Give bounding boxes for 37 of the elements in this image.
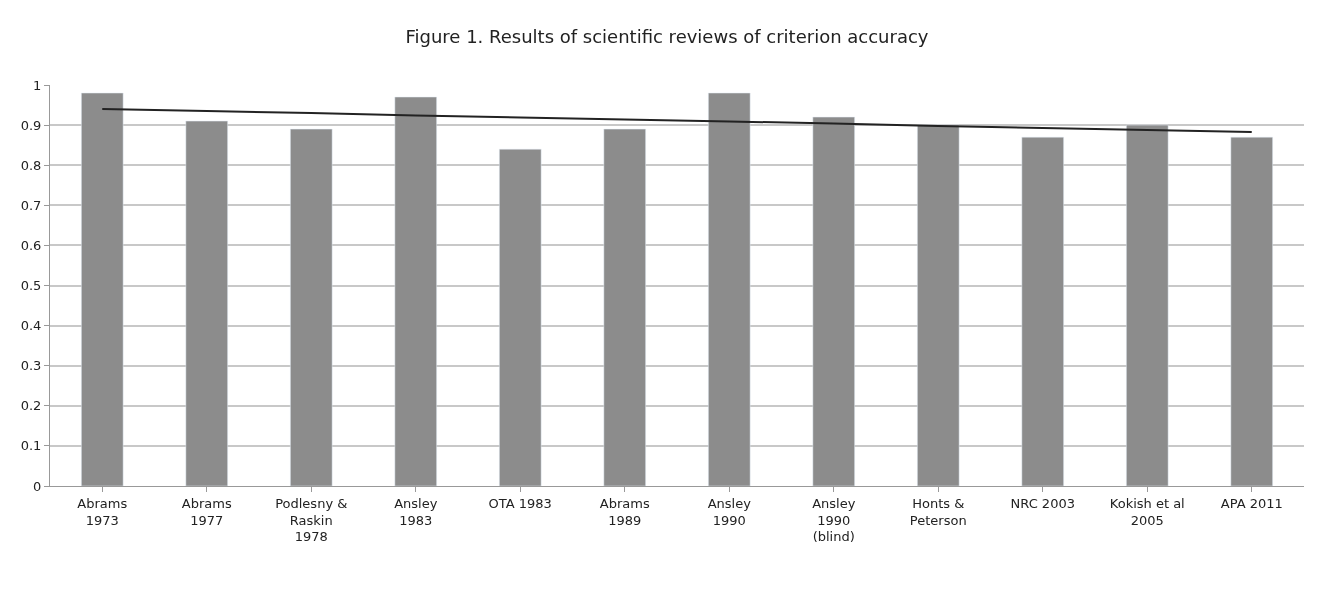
y-tick-label: 0.2 [20, 398, 42, 414]
y-tick-label: 0.7 [20, 197, 42, 213]
y-tick-label: 0.6 [20, 237, 42, 253]
y-tick-label: 0.5 [20, 278, 42, 294]
bar [81, 92, 124, 486]
bar [917, 124, 960, 486]
x-tick-label: OTA 1983 [488, 495, 552, 511]
x-tick-label: APA 2011 [1220, 495, 1283, 511]
x-tick-label: Ansley 1983 [394, 495, 438, 528]
bar [394, 96, 437, 486]
y-tick-label: 0.4 [20, 318, 42, 334]
bar [708, 92, 751, 486]
y-tick-label: 1 [33, 77, 42, 93]
bar [1230, 136, 1273, 486]
x-tick-label: Abrams 1973 [77, 495, 128, 528]
y-tick-label: 0.3 [20, 358, 42, 374]
x-tick-label: NRC 2003 [1010, 495, 1075, 511]
x-tick-label: Kokish et al 2005 [1109, 495, 1185, 528]
y-tick-label: 0.9 [20, 117, 42, 133]
x-tick-label: Abrams 1989 [599, 495, 650, 528]
line-series [101, 108, 1253, 133]
y-tick-label: 0.8 [20, 157, 42, 173]
x-tick-label: Ansley 1990 [707, 495, 752, 528]
chart-title: Figure 1. Results of scientific reviews of criterion accuracy [405, 26, 929, 48]
bar [812, 116, 855, 486]
bar [1021, 136, 1064, 486]
bar [603, 128, 646, 486]
x-tick-label: Abrams 1977 [181, 495, 232, 528]
x-tick-label: Honts & Peterson [909, 495, 967, 528]
y-tick-label: 0 [33, 478, 42, 494]
x-tick-label: Podlesny & Raskin 1978 [275, 495, 348, 545]
y-tick-label: 0.1 [20, 438, 42, 454]
x-tick-label: Ansley 1990 (blind) [812, 495, 856, 545]
bar [1126, 124, 1169, 486]
bar [290, 128, 333, 486]
bar [499, 148, 542, 486]
bar [185, 120, 228, 486]
